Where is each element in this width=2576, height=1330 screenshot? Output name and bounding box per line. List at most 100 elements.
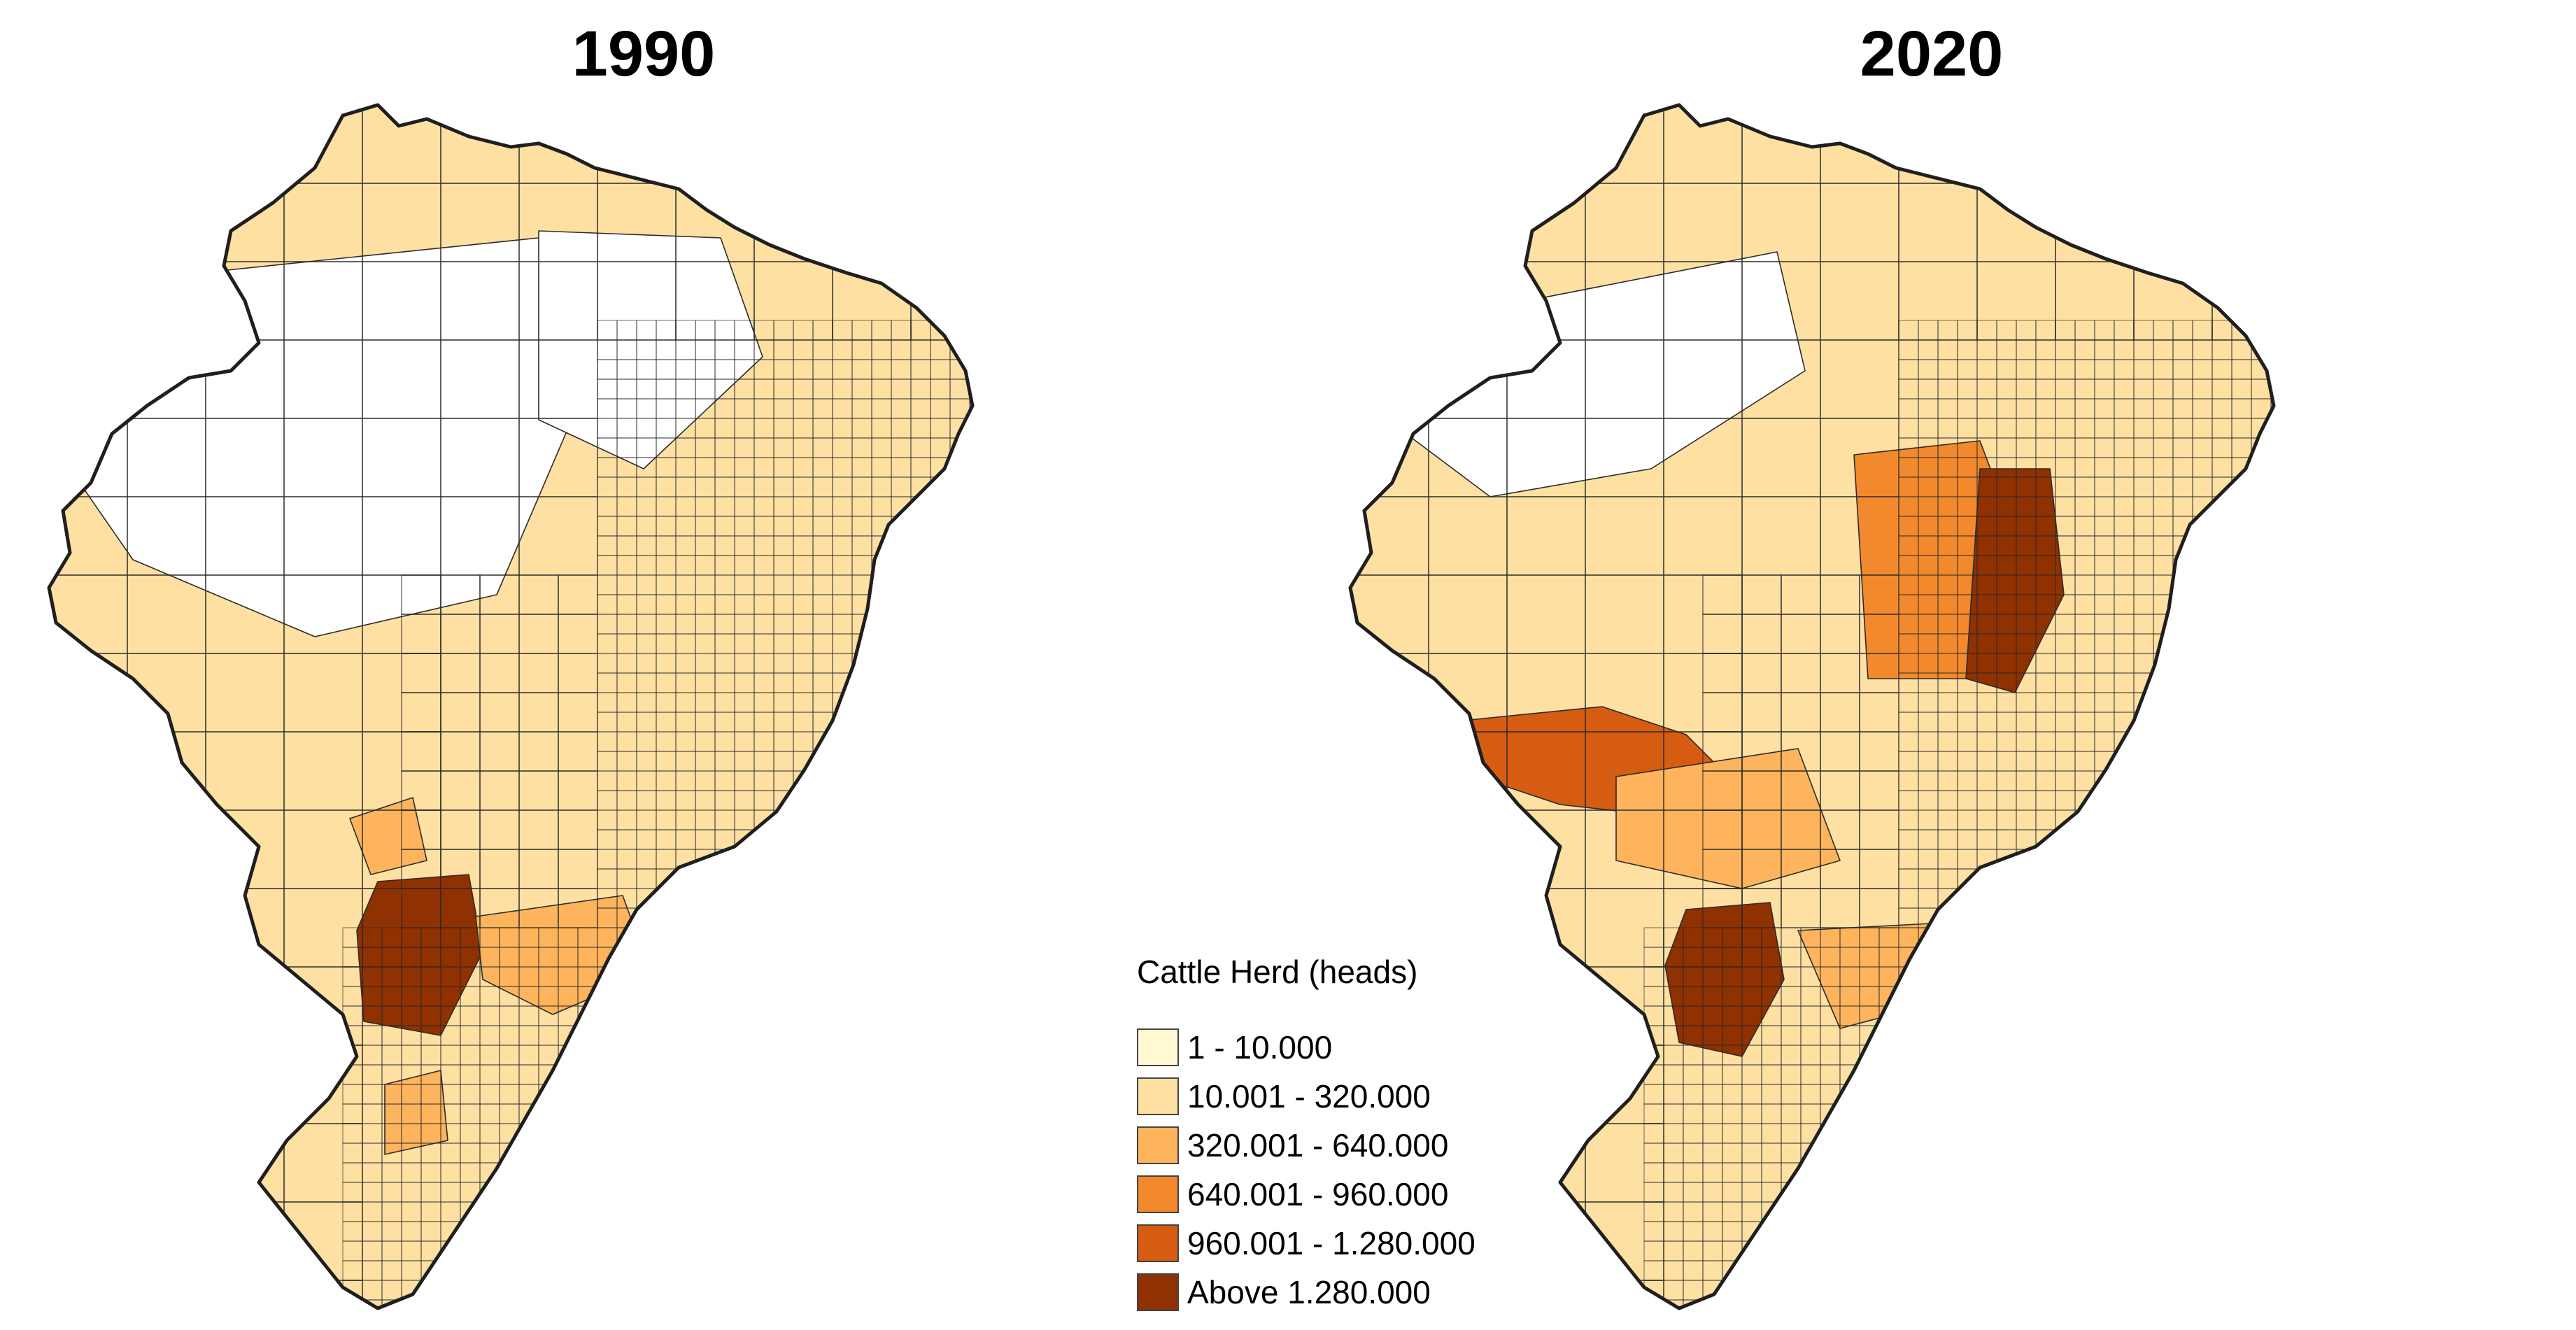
municipality-cell — [2270, 868, 2274, 889]
municipality-cell — [2251, 653, 2272, 674]
municipality-cell — [1028, 810, 1048, 830]
municipality-cell — [1028, 928, 1048, 947]
municipality-cell — [636, 1103, 657, 1124]
municipality-cell — [2467, 1241, 2486, 1261]
municipality-cell — [695, 1182, 716, 1203]
municipality-cell — [2035, 986, 2056, 1007]
municipality-cell — [2467, 1065, 2486, 1084]
municipality-cell — [930, 1005, 951, 1026]
municipality-cell — [1859, 1084, 1880, 1105]
municipality-cell — [1185, 360, 1205, 379]
municipality-cell — [2055, 1280, 2076, 1301]
municipality-cell — [773, 927, 794, 948]
municipality-cell — [949, 594, 970, 615]
municipality-cell — [891, 633, 912, 654]
municipality-cell — [773, 1025, 794, 1046]
municipality-cell — [1996, 947, 2017, 968]
municipality-cell — [1957, 1182, 1978, 1203]
municipality-cell — [871, 751, 892, 772]
municipality-cell — [2349, 614, 2369, 634]
municipality-cell — [2016, 1084, 2037, 1105]
municipality-cell — [1166, 595, 1185, 614]
municipality-cell — [558, 1162, 579, 1183]
municipality-cell — [1048, 751, 1068, 771]
municipality-cell — [812, 790, 833, 811]
municipality-cell — [2428, 1241, 2447, 1261]
municipality-cell — [2291, 1222, 2310, 1241]
municipality-cell — [851, 1103, 872, 1124]
municipality-cell — [2349, 947, 2369, 967]
municipality-cell — [695, 1260, 716, 1281]
municipality-cell — [969, 653, 972, 674]
municipality-cell — [2310, 477, 2330, 497]
municipality-cell — [2153, 1182, 2174, 1203]
municipality-cell — [969, 1240, 972, 1261]
municipality-cell — [2211, 692, 2232, 713]
municipality-cell — [2231, 868, 2252, 889]
municipality-cell — [205, 1045, 285, 1124]
municipality-cell — [2291, 438, 2310, 458]
municipality-cell — [851, 770, 872, 791]
municipality-cell — [773, 1182, 794, 1203]
municipality-cell — [2192, 809, 2213, 830]
municipality-cell — [2408, 1065, 2428, 1084]
municipality-cell — [2349, 575, 2369, 595]
municipality-cell — [1996, 868, 2017, 889]
municipality-cell — [734, 1025, 755, 1046]
municipality-cell — [1761, 1280, 1782, 1301]
municipality-cell — [2153, 1260, 2174, 1281]
municipality-cell — [2486, 497, 2506, 516]
municipality-cell — [969, 966, 972, 987]
municipality-cell — [2133, 790, 2154, 811]
municipality-cell — [891, 672, 912, 693]
municipality-cell — [2270, 1221, 2274, 1242]
municipality-cell — [2486, 418, 2506, 438]
municipality-cell — [1878, 1123, 1899, 1144]
municipality-cell — [1107, 869, 1126, 889]
municipality-cell — [1781, 1240, 1802, 1261]
municipality-cell — [2408, 810, 2428, 830]
legend-label: 640.001 - 960.000 — [1187, 1176, 1449, 1212]
municipality-cell — [753, 868, 774, 889]
municipality-cell — [989, 869, 1009, 889]
municipality-cell — [1087, 791, 1107, 810]
municipality-cell — [2291, 1006, 2310, 1026]
municipality-cell — [1146, 771, 1166, 791]
municipality-cell — [1166, 614, 1185, 634]
municipality-cell — [2330, 536, 2349, 556]
municipality-cell — [1976, 1142, 1997, 1163]
municipality-cell — [1028, 1182, 1048, 1202]
municipality-cell — [2349, 438, 2369, 458]
municipality-cell — [2055, 888, 2076, 909]
municipality-cell — [1761, 1299, 1782, 1308]
municipality-cell — [714, 1221, 735, 1242]
municipality-cell — [695, 1280, 716, 1301]
municipality-cell — [2330, 379, 2349, 399]
municipality-cell — [714, 1045, 735, 1066]
municipality-cell — [538, 1221, 559, 1242]
municipality-cell — [2153, 1103, 2174, 1124]
municipality-cell — [656, 1123, 677, 1144]
municipality-cell — [2231, 947, 2252, 968]
municipality-cell — [2172, 809, 2193, 830]
municipality-cell — [2172, 770, 2193, 791]
municipality-cell — [1087, 693, 1107, 712]
municipality-cell — [2428, 379, 2447, 399]
municipality-cell — [2270, 1123, 2274, 1144]
municipality-cell — [675, 1064, 696, 1085]
municipality-cell — [2211, 907, 2232, 928]
municipality-cell — [440, 1260, 461, 1281]
municipality-cell — [734, 1005, 755, 1026]
municipality-cell — [2389, 1143, 2408, 1163]
municipality-cell — [1009, 458, 1028, 477]
municipality-cell — [1166, 575, 1185, 595]
municipality-cell — [1009, 418, 1028, 438]
municipality-cell — [2389, 634, 2408, 653]
municipality-cell — [2330, 556, 2349, 575]
municipality-cell — [2074, 829, 2095, 850]
municipality-cell — [989, 1261, 1009, 1280]
municipality-cell — [1028, 908, 1048, 928]
municipality-cell — [2153, 770, 2174, 791]
municipality-cell — [1126, 869, 1146, 889]
municipality-cell — [2408, 399, 2428, 418]
